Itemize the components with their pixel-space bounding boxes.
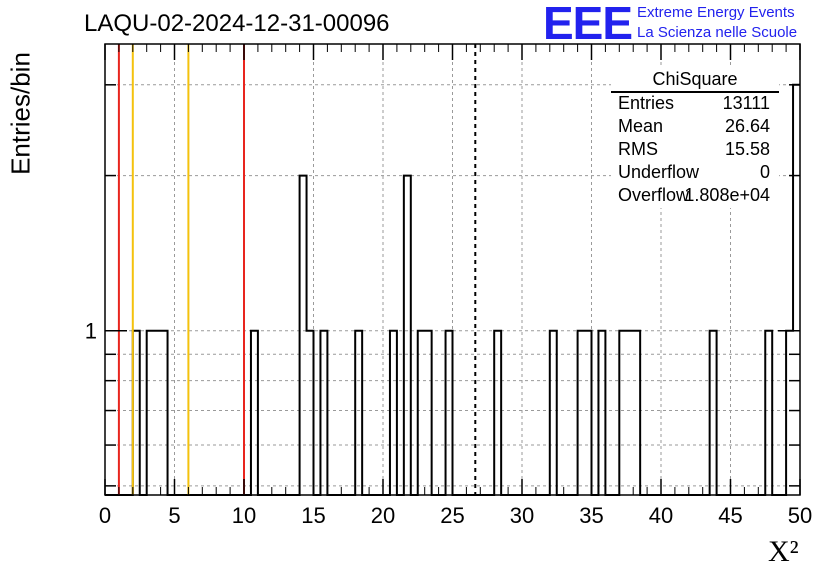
- stats-key: Mean: [618, 116, 664, 136]
- x-tick-label: 40: [649, 503, 673, 528]
- stats-key: Entries: [618, 93, 675, 113]
- x-tick-label: 10: [232, 503, 256, 528]
- stats-name: ChiSquare: [652, 69, 738, 89]
- org-name: Extreme Energy Events: [637, 4, 795, 21]
- stats-box: ChiSquare Entries 13111 Mean 26.64 RMS 1…: [611, 66, 779, 208]
- x-tick-label: 45: [718, 503, 742, 528]
- x-tick-label: 0: [99, 503, 111, 528]
- org-subtitle: La Scienza nelle Scuole: [637, 24, 798, 41]
- x-tick-label: 5: [168, 503, 180, 528]
- stats-key: RMS: [618, 139, 658, 159]
- stats-value: 1.808e+04: [684, 185, 770, 205]
- stats-key: Underflow: [618, 162, 700, 182]
- x-tick-label: 25: [440, 503, 464, 528]
- chart-title: LAQU-02-2024-12-31-00096: [84, 10, 390, 37]
- x-tick-label: 30: [510, 503, 534, 528]
- stats-divider: [611, 91, 779, 93]
- x-tick-label: 20: [371, 503, 395, 528]
- x-tick-label: 50: [788, 503, 812, 528]
- stats-value: 13111: [722, 93, 770, 113]
- stats-value: 26.64: [724, 116, 770, 136]
- stats-value: 0: [759, 162, 770, 182]
- y-tick-label: 1: [85, 319, 97, 344]
- eee-logo: EEE: [543, 0, 633, 49]
- x-tick-label: 15: [301, 503, 325, 528]
- stats-key: Overflow: [618, 185, 690, 205]
- x-tick-label: 35: [579, 503, 603, 528]
- stats-value: 15.58: [724, 139, 770, 159]
- x-axis-label: X²: [768, 535, 799, 568]
- y-axis-label: Entries/bin: [5, 52, 36, 175]
